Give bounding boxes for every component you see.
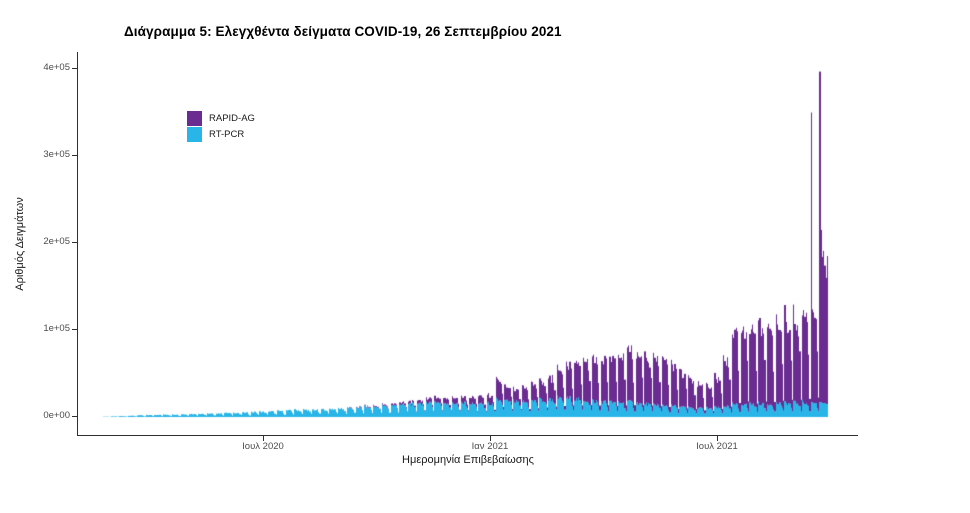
x-tick-mark bbox=[490, 436, 491, 441]
y-tick-mark bbox=[72, 329, 77, 330]
chart-title: Διάγραμμα 5: Ελεγχθέντα δείγματα COVID-1… bbox=[124, 24, 562, 39]
x-tick-label: Ιουλ 2021 bbox=[696, 441, 738, 452]
y-tick-label: 0e+00 bbox=[43, 410, 70, 421]
y-axis-title: Αριθμός Δειγμάτων bbox=[14, 197, 26, 291]
legend-label-rapid-ag: RAPID-AG bbox=[209, 113, 255, 124]
legend-label-rt-pcr: RT-PCR bbox=[209, 129, 245, 140]
legend-item-rt-pcr: RT-PCR bbox=[187, 127, 255, 142]
y-tick-mark bbox=[72, 155, 77, 156]
x-axis-title: Ημερομηνία Επιβεβαίωσης bbox=[402, 454, 534, 466]
legend: RAPID-AG RT-PCR bbox=[187, 111, 255, 143]
y-tick-label: 1e+05 bbox=[43, 323, 70, 334]
x-tick-label: Ιουλ 2020 bbox=[242, 441, 284, 452]
x-tick-label: Ιαν 2021 bbox=[471, 441, 509, 452]
y-tick-label: 2e+05 bbox=[43, 236, 70, 247]
y-axis-line bbox=[77, 52, 78, 436]
y-tick-mark bbox=[72, 68, 77, 69]
x-tick-mark bbox=[717, 436, 718, 441]
x-axis-line bbox=[77, 435, 858, 436]
y-tick-mark bbox=[72, 416, 77, 417]
y-tick-label: 4e+05 bbox=[43, 62, 70, 73]
x-tick-mark bbox=[263, 436, 264, 441]
y-tick-mark bbox=[72, 242, 77, 243]
rapid-ag-swatch-icon bbox=[187, 111, 202, 126]
rt-pcr-swatch-icon bbox=[187, 127, 202, 142]
legend-item-rapid-ag: RAPID-AG bbox=[187, 111, 255, 126]
y-tick-label: 3e+05 bbox=[43, 149, 70, 160]
